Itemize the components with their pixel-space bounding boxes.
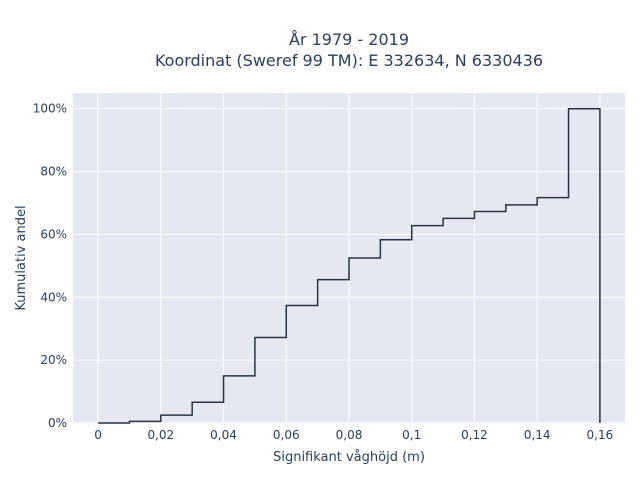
x-tick-label: 0,14 xyxy=(524,428,551,442)
x-tick-label: 0,1 xyxy=(402,428,421,442)
chart-title-line1: År 1979 - 2019 xyxy=(289,30,409,49)
y-axis-ticks: 0% 20% 40% 60% 80% 100% xyxy=(33,102,67,430)
x-axis-title: Signifikant våghöjd (m) xyxy=(273,450,425,465)
y-axis-title: Kumulativ andel xyxy=(14,205,29,310)
y-tick-label: 40% xyxy=(40,290,67,304)
x-tick-label: 0,08 xyxy=(336,428,363,442)
y-tick-label: 100% xyxy=(33,102,67,116)
x-tick-label: 0,16 xyxy=(587,428,614,442)
x-tick-label: 0,12 xyxy=(461,428,488,442)
chart-title-line2: Koordinat (Sweref 99 TM): E 332634, N 63… xyxy=(155,51,543,70)
x-tick-label: 0,04 xyxy=(210,428,237,442)
x-tick-label: 0,02 xyxy=(147,428,174,442)
x-tick-label: 0,06 xyxy=(273,428,300,442)
y-tick-label: 80% xyxy=(40,165,67,179)
cumulative-step-line xyxy=(98,107,601,424)
y-tick-label: 20% xyxy=(40,353,67,367)
y-tick-label: 0% xyxy=(48,416,67,430)
x-axis-ticks: 0 0,02 0,04 0,06 0,08 0,1 0,12 0,14 0,16 xyxy=(94,428,613,442)
x-tick-label: 0 xyxy=(94,428,102,442)
y-tick-label: 60% xyxy=(40,227,67,241)
